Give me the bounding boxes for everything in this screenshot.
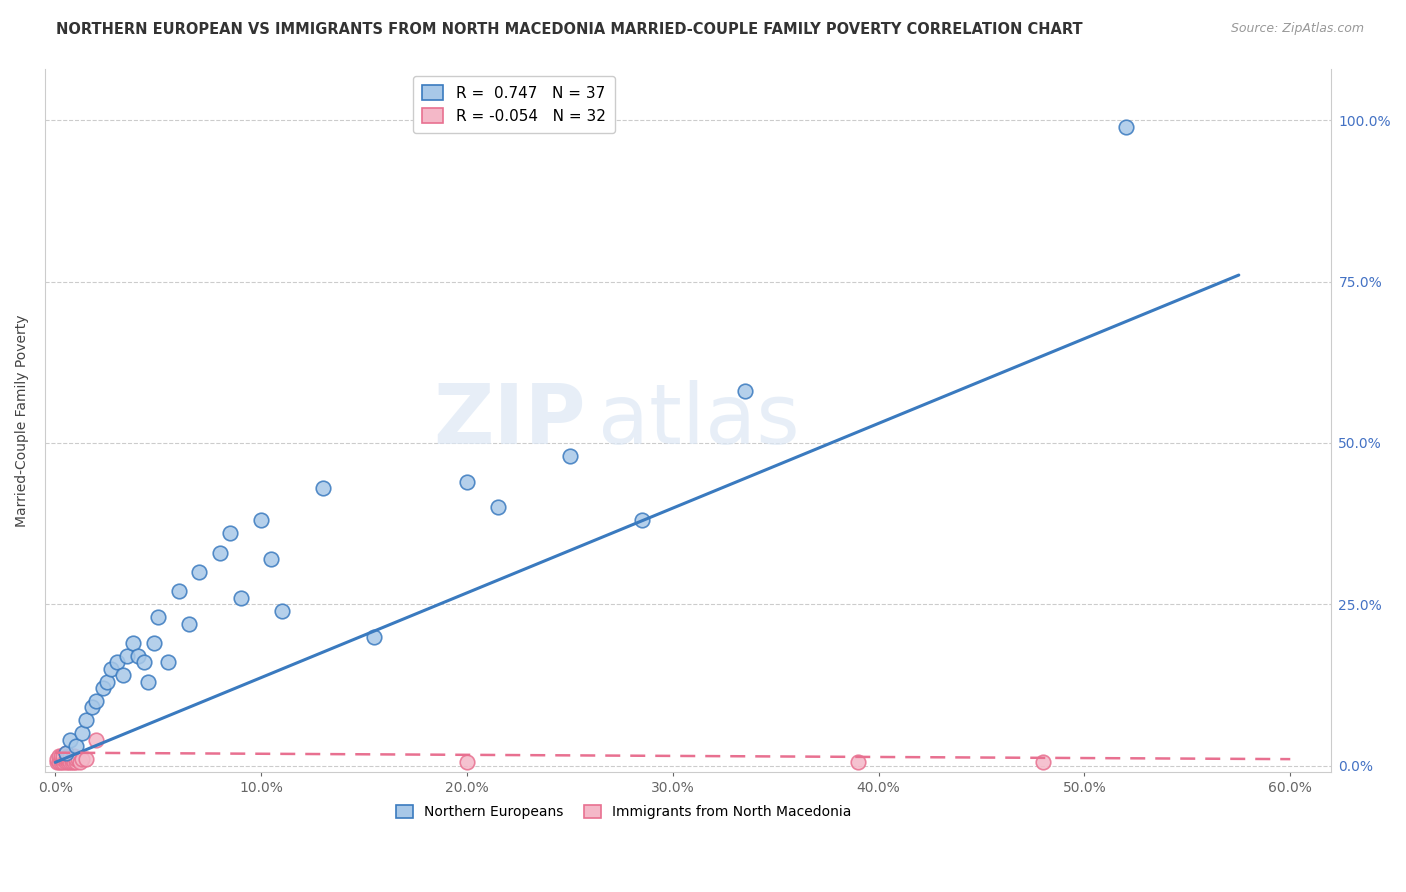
Point [157, 656, 180, 670]
Point [456, 475, 478, 489]
Point [69, 756, 91, 770]
Point [486, 500, 509, 515]
Point [148, 610, 170, 624]
Point [631, 513, 654, 527]
Point [70, 752, 93, 766]
Point [51, 752, 73, 766]
Point [1115, 120, 1137, 134]
Point [82, 700, 104, 714]
Point [132, 656, 155, 670]
Point [558, 449, 581, 463]
Point [105, 656, 128, 670]
Text: atlas: atlas [598, 380, 800, 461]
Point [48, 748, 70, 763]
Point [56, 756, 79, 770]
Legend: Northern Europeans, Immigrants from North Macedonia: Northern Europeans, Immigrants from Nort… [391, 800, 858, 825]
Point [51, 748, 73, 763]
Point [59, 732, 82, 747]
Point [62, 748, 84, 763]
Text: NORTHERN EUROPEAN VS IMMIGRANTS FROM NORTH MACEDONIA MARRIED-COUPLE FAMILY POVER: NORTHERN EUROPEAN VS IMMIGRANTS FROM NOR… [56, 22, 1083, 37]
Point [117, 648, 139, 663]
Point [86, 694, 108, 708]
Y-axis label: Married-Couple Family Poverty: Married-Couple Family Poverty [15, 314, 30, 526]
Point [65, 739, 87, 754]
Point [363, 630, 385, 644]
Point [100, 662, 122, 676]
Point [270, 604, 292, 618]
Point [143, 636, 166, 650]
Point [59, 756, 82, 770]
Point [136, 674, 159, 689]
Point [52, 748, 75, 763]
Point [734, 384, 756, 399]
Point [86, 732, 108, 747]
Point [112, 668, 135, 682]
Point [219, 526, 242, 541]
Point [48, 756, 70, 770]
Text: Source: ZipAtlas.com: Source: ZipAtlas.com [1230, 22, 1364, 36]
Point [127, 648, 149, 663]
Point [188, 565, 211, 579]
Text: ZIP: ZIP [433, 380, 585, 461]
Point [167, 584, 190, 599]
Point [66, 752, 89, 766]
Point [62, 756, 84, 770]
Point [250, 513, 273, 527]
Point [55, 746, 77, 760]
Point [60, 756, 83, 770]
Point [1032, 756, 1054, 770]
Point [312, 481, 335, 495]
Point [56, 752, 79, 766]
Point [55, 752, 77, 766]
Point [75, 752, 97, 766]
Point [75, 714, 97, 728]
Point [208, 546, 231, 560]
Point [51, 756, 73, 770]
Point [846, 756, 869, 770]
Point [260, 552, 283, 566]
Point [177, 616, 200, 631]
Point [229, 591, 252, 605]
Point [55, 746, 77, 760]
Point [55, 756, 77, 770]
Point [59, 748, 82, 763]
Point [52, 752, 75, 766]
Point [52, 756, 75, 770]
Point [122, 636, 145, 650]
Point [46, 756, 69, 770]
Point [91, 681, 114, 695]
Point [46, 752, 69, 766]
Point [456, 756, 478, 770]
Point [60, 752, 83, 766]
Point [65, 752, 87, 766]
Point [65, 756, 87, 770]
Point [96, 674, 118, 689]
Point [70, 726, 93, 740]
Point [56, 748, 79, 763]
